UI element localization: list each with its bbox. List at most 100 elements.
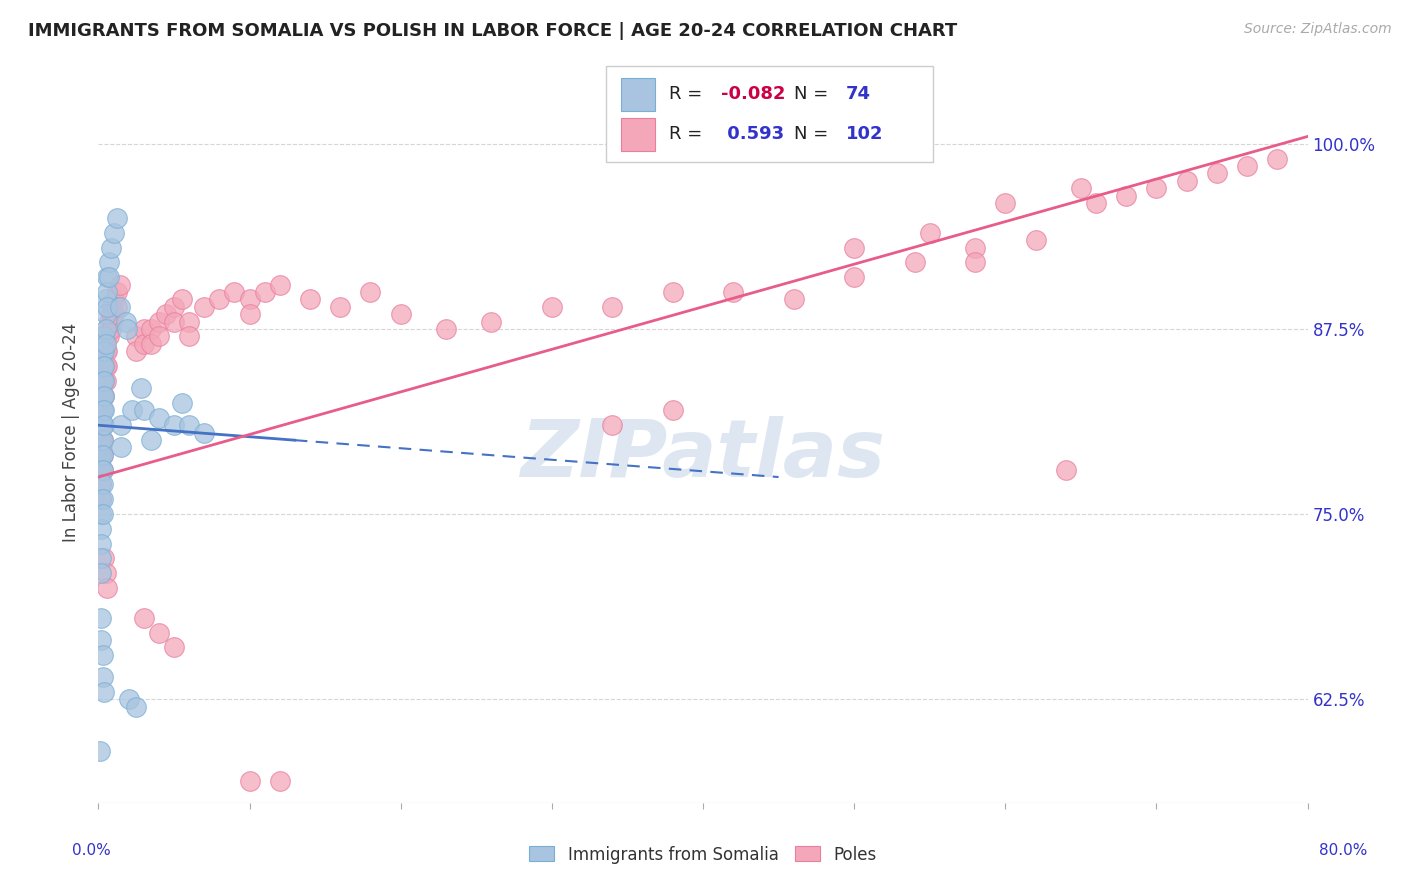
Point [253,285,276,299]
Point [141,433,163,447]
Point [91,418,114,433]
Point [163,418,186,433]
Point [91,448,114,462]
Point [121,403,143,417]
Point [105,285,128,299]
Point [1267,152,1289,166]
Point [994,196,1017,211]
Point [105,300,128,314]
Point [100,322,122,336]
Point [98,329,121,343]
Point [91,418,114,433]
Point [90,418,112,433]
Point [170,396,193,410]
Point [94,322,117,336]
Point [93,359,115,373]
Point [163,640,186,655]
Point [105,211,128,225]
Point [193,425,215,440]
Point [1206,166,1229,180]
Text: 0.593: 0.593 [721,125,785,144]
Point [540,300,562,314]
Point [94,336,117,351]
Text: Source: ZipAtlas.com: Source: ZipAtlas.com [1244,22,1392,37]
Point [125,329,148,343]
Point [269,277,291,292]
Point [91,374,114,388]
Point [1115,188,1137,202]
Text: IMMIGRANTS FROM SOMALIA VS POLISH IN LABOR FORCE | AGE 20-24 CORRELATION CHART: IMMIGRANTS FROM SOMALIA VS POLISH IN LAB… [28,22,957,40]
Point [89,455,111,469]
Point [239,773,262,788]
Point [108,300,131,314]
Point [89,448,111,462]
Point [129,381,152,395]
Point [96,344,118,359]
Point [844,240,866,255]
Point [481,315,503,329]
Point [90,403,112,417]
Point [90,448,112,462]
Point [90,522,112,536]
Point [91,389,114,403]
Point [98,255,121,269]
Point [94,293,117,307]
Point [602,300,624,314]
Point [93,359,115,373]
Point [360,285,382,299]
Point [110,418,132,433]
Point [93,403,115,417]
Text: R =: R = [669,86,703,103]
Point [91,389,114,403]
Point [96,285,118,299]
Point [108,277,131,292]
FancyBboxPatch shape [621,118,655,151]
Point [89,418,111,433]
Point [91,344,114,359]
Text: N =: N = [794,86,828,103]
Point [94,344,117,359]
Point [148,315,170,329]
Point [91,477,114,491]
Point [132,336,155,351]
Point [96,359,118,373]
Point [90,329,112,343]
Point [90,463,112,477]
Point [132,611,155,625]
Legend: Immigrants from Somalia, Poles: Immigrants from Somalia, Poles [523,839,883,871]
Point [93,374,115,388]
Point [155,307,177,321]
Point [90,551,112,566]
Point [1236,159,1258,173]
Point [96,329,118,343]
Y-axis label: In Labor Force | Age 20-24: In Labor Force | Age 20-24 [62,323,80,542]
Point [90,448,112,462]
Point [125,344,148,359]
Point [90,374,112,388]
Point [93,329,115,343]
Point [179,329,201,343]
Point [90,492,112,507]
Text: R =: R = [669,125,703,144]
Point [1085,196,1108,211]
Point [1024,233,1046,247]
Point [93,551,115,566]
Point [125,699,148,714]
Point [179,315,201,329]
Point [93,344,115,359]
Point [91,448,114,462]
Point [91,463,114,477]
Point [98,315,121,329]
Point [101,300,124,314]
Point [96,300,118,314]
Point [89,396,111,410]
Point [90,418,112,433]
Point [91,359,114,373]
Point [93,418,115,433]
Point [94,374,117,388]
Point [434,322,457,336]
Point [93,685,115,699]
Point [239,293,262,307]
Point [91,433,114,447]
Point [115,322,138,336]
